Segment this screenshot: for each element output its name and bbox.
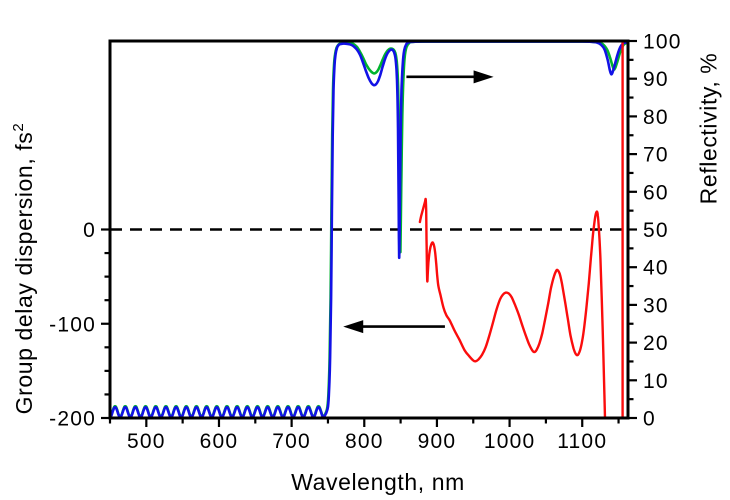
svg-text:30: 30: [643, 294, 669, 317]
svg-text:100: 100: [643, 31, 682, 54]
svg-text:800: 800: [345, 430, 384, 453]
svg-text:0: 0: [83, 219, 96, 242]
y-left-axis-title-text: Group delay dispersion, fs: [10, 131, 37, 415]
svg-text:-100: -100: [49, 313, 96, 336]
svg-text:70: 70: [643, 144, 669, 167]
curves-layer: [110, 41, 628, 418]
svg-text:40: 40: [643, 257, 669, 280]
y-right-axis-title: Reflectivity, %: [695, 52, 722, 205]
svg-text:700: 700: [272, 430, 311, 453]
svg-text:-200: -200: [49, 408, 96, 431]
svg-text:1100: 1100: [557, 430, 607, 453]
svg-text:10: 10: [643, 370, 669, 393]
svg-text:500: 500: [127, 430, 166, 453]
x-axis-tick-labels: 500 600 700 800 900 1000 1100: [127, 430, 607, 453]
points-to-right-axis-arrow: [406, 70, 494, 84]
svg-text:90: 90: [643, 68, 669, 91]
svg-text:20: 20: [643, 332, 669, 355]
y-left-axis-tick-labels: 0 -100 -200: [49, 219, 96, 431]
svg-text:50: 50: [643, 219, 669, 242]
svg-text:80: 80: [643, 106, 669, 129]
series-reflectivity-blue: [110, 41, 628, 418]
svg-text:600: 600: [200, 430, 239, 453]
series-gdd-red: [418, 197, 607, 418]
svg-text:1000: 1000: [484, 430, 536, 453]
points-to-left-axis-arrow: [343, 320, 445, 334]
x-axis-title: Wavelength, nm: [291, 469, 465, 495]
svg-text:900: 900: [418, 430, 457, 453]
plot-frame: [108, 39, 630, 420]
svg-text:0: 0: [643, 408, 656, 431]
svg-text:60: 60: [643, 181, 669, 204]
y-left-axis-title-sup: 2: [10, 123, 28, 132]
y-left-axis-title: Group delay dispersion, fs2: [10, 68, 38, 470]
